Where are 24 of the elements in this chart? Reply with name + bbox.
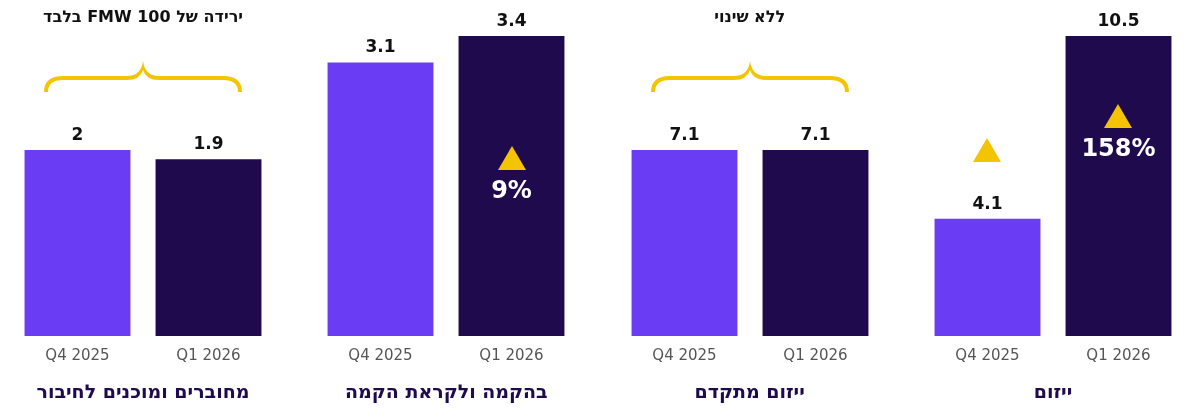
- data-label: 3.4: [496, 9, 528, 30]
- text: ירידה של FMW 100 בלבד: [41, 6, 244, 28]
- x-tick-label: Q1 2026: [479, 345, 544, 364]
- data-label: 1.9: [193, 133, 224, 154]
- data-label: 3.1: [365, 36, 396, 57]
- annotation: 9%: [491, 176, 533, 205]
- data-label: 10.5: [1097, 9, 1140, 30]
- x-tick-label: Q4 2025: [955, 345, 1020, 364]
- data-label: 7.1: [800, 123, 831, 144]
- x-tick-label: Q4 2025: [348, 345, 413, 364]
- data-label: 4.1: [972, 192, 1003, 213]
- text: ללא שינוי: [713, 6, 787, 28]
- text: ייזום: [1032, 380, 1074, 402]
- data-label: 7.1: [669, 123, 700, 144]
- annotation: 158%: [1081, 134, 1156, 163]
- text: מחוברים ומוכנים לחיבור: [35, 380, 251, 402]
- x-tick-label: Q4 2025: [45, 345, 110, 364]
- x-tick-label: Q1 2026: [783, 345, 848, 364]
- x-tick-label: Q1 2026: [176, 345, 241, 364]
- data-label: 2: [71, 123, 84, 144]
- x-tick-label: Q4 2025: [652, 345, 717, 364]
- x-tick-label: Q1 2026: [1086, 345, 1151, 364]
- text: ייזום מתקדם: [693, 380, 806, 402]
- text: בהקמה ולקראת הקמה: [343, 380, 549, 402]
